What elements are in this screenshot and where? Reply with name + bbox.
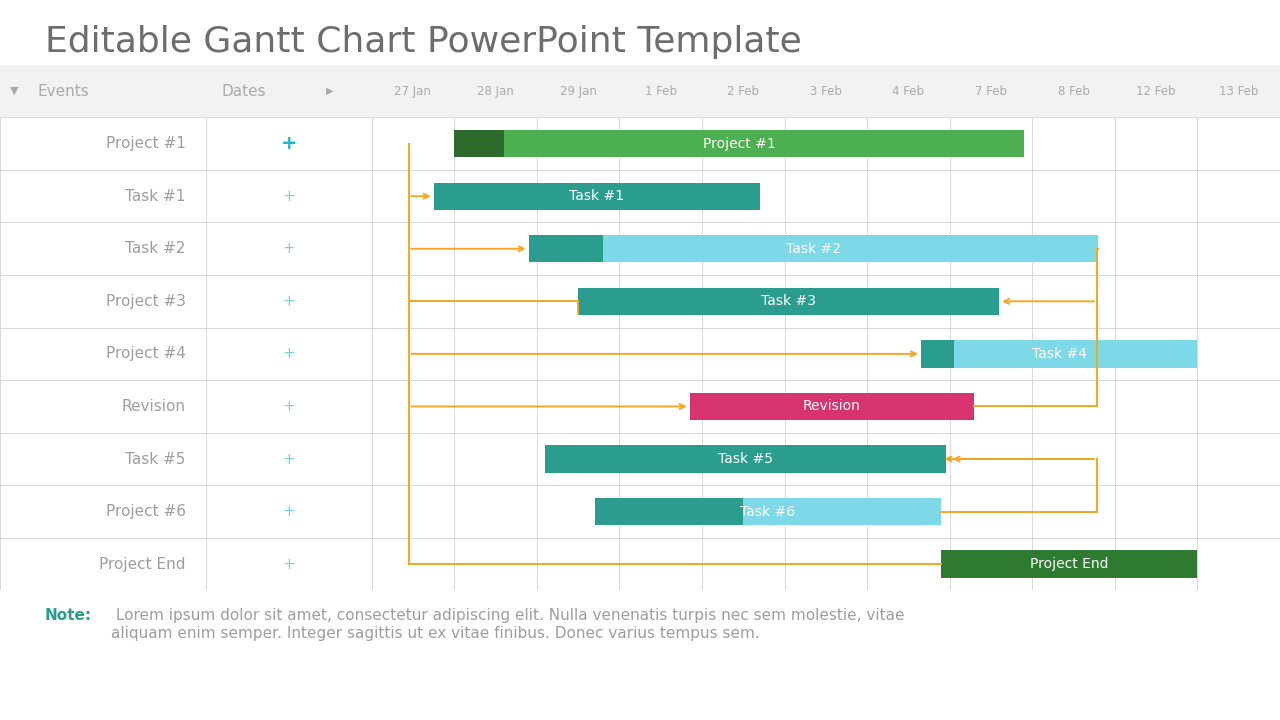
Text: 28 Jan: 28 Jan xyxy=(477,84,513,98)
Bar xyxy=(744,498,941,525)
Bar xyxy=(0,65,1280,117)
Text: Task #5: Task #5 xyxy=(718,452,773,466)
Bar xyxy=(603,235,1098,262)
Text: Lorem ipsum dolor sit amet, consectetur adipiscing elit. Nulla venenatis turpis : Lorem ipsum dolor sit amet, consectetur … xyxy=(111,608,905,641)
Text: +: + xyxy=(283,189,296,204)
Text: Task #1: Task #1 xyxy=(570,189,625,203)
Text: Events: Events xyxy=(37,84,88,99)
Text: Task #2: Task #2 xyxy=(786,242,841,256)
Bar xyxy=(595,498,744,525)
Text: Task #1: Task #1 xyxy=(125,189,186,204)
Bar xyxy=(690,393,974,420)
Text: 2 Feb: 2 Feb xyxy=(727,84,759,98)
Text: +: + xyxy=(283,294,296,309)
Text: Project #6: Project #6 xyxy=(106,504,186,519)
Text: Project End: Project End xyxy=(100,557,186,572)
Text: Task #3: Task #3 xyxy=(762,294,817,308)
Bar xyxy=(579,288,1000,315)
Bar xyxy=(504,130,1024,157)
Text: 3 Feb: 3 Feb xyxy=(810,84,842,98)
Text: Task #6: Task #6 xyxy=(740,505,796,518)
Text: Note:: Note: xyxy=(45,608,92,624)
Text: 12 Feb: 12 Feb xyxy=(1137,84,1176,98)
Bar xyxy=(545,446,946,472)
Text: Project End: Project End xyxy=(1030,557,1108,571)
Text: ▶: ▶ xyxy=(326,86,334,96)
Text: Editable Gantt Chart PowerPoint Template: Editable Gantt Chart PowerPoint Template xyxy=(45,25,801,59)
Bar xyxy=(941,551,1197,577)
Bar xyxy=(954,341,1197,367)
Bar xyxy=(920,341,954,367)
Text: 4 Feb: 4 Feb xyxy=(892,84,924,98)
Text: +: + xyxy=(283,451,296,467)
Text: 29 Jan: 29 Jan xyxy=(559,84,596,98)
Text: 13 Feb: 13 Feb xyxy=(1219,84,1258,98)
Text: 1 Feb: 1 Feb xyxy=(645,84,677,98)
Text: Task #5: Task #5 xyxy=(125,451,186,467)
Bar xyxy=(454,130,504,157)
Text: Task #2: Task #2 xyxy=(125,241,186,256)
Bar xyxy=(434,183,760,210)
Text: +: + xyxy=(283,504,296,519)
Text: Revision: Revision xyxy=(803,400,861,413)
Text: 27 Jan: 27 Jan xyxy=(394,84,431,98)
Text: Revision: Revision xyxy=(122,399,186,414)
Text: ▼: ▼ xyxy=(10,86,18,96)
Text: Project #1: Project #1 xyxy=(703,137,776,150)
Text: +: + xyxy=(283,241,296,256)
Text: Task #4: Task #4 xyxy=(1032,347,1087,361)
Bar xyxy=(529,235,603,262)
Text: Project #4: Project #4 xyxy=(106,346,186,361)
Text: Project #1: Project #1 xyxy=(106,136,186,151)
Text: 8 Feb: 8 Feb xyxy=(1057,84,1089,98)
Text: +: + xyxy=(283,346,296,361)
Text: Project #3: Project #3 xyxy=(106,294,186,309)
Text: Dates: Dates xyxy=(221,84,266,99)
Text: +: + xyxy=(283,557,296,572)
Text: +: + xyxy=(283,399,296,414)
Text: 7 Feb: 7 Feb xyxy=(975,84,1007,98)
Text: +: + xyxy=(280,134,297,153)
